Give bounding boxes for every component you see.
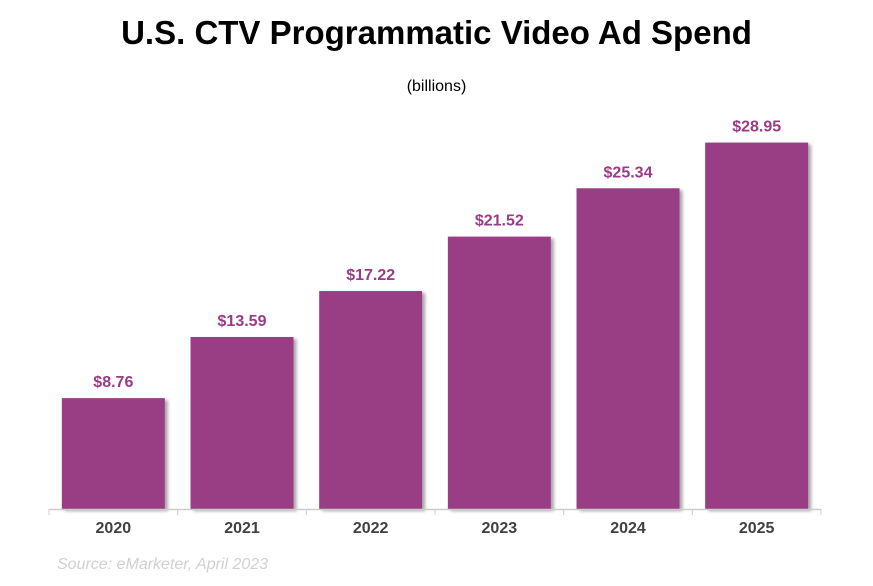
data-label-2024: $25.34 bbox=[604, 164, 653, 181]
data-label-2021: $13.59 bbox=[218, 313, 267, 330]
chart-title: U.S. CTV Programmatic Video Ad Spend bbox=[121, 14, 752, 51]
x-tick-label-2021: 2021 bbox=[224, 520, 260, 537]
bar-2025 bbox=[705, 142, 809, 509]
data-label-2023: $21.52 bbox=[475, 213, 524, 230]
x-tick-label-2020: 2020 bbox=[96, 520, 132, 537]
source-note: Source: eMarketer, April 2023 bbox=[57, 556, 269, 573]
x-tick-label-2022: 2022 bbox=[353, 520, 389, 537]
data-label-2025: $28.95 bbox=[732, 119, 781, 136]
chart-subtitle: (billions) bbox=[406, 78, 467, 95]
bar-2023 bbox=[447, 236, 551, 509]
data-label-2020: $8.76 bbox=[93, 374, 133, 391]
x-tick-label-2023: 2023 bbox=[482, 520, 518, 537]
data-label-2022: $17.22 bbox=[346, 267, 395, 284]
bar-2022 bbox=[319, 291, 423, 509]
bar-2024 bbox=[576, 188, 680, 509]
bar-2020 bbox=[61, 398, 165, 509]
x-tick-label-2025: 2025 bbox=[739, 520, 775, 537]
bar-2021 bbox=[190, 336, 294, 509]
x-tick-label-2024: 2024 bbox=[610, 520, 646, 537]
